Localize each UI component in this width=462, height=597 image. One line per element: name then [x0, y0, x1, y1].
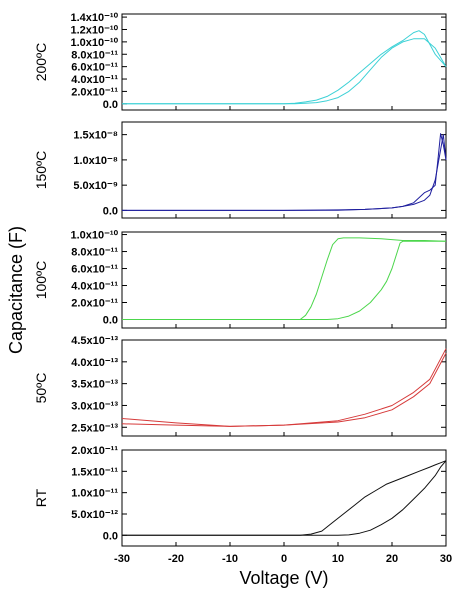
y-tick-label: 2.0x10⁻¹¹ — [71, 86, 118, 98]
plot-frame — [121, 339, 447, 437]
series-line — [122, 460, 447, 536]
y-tick-label: 6.0x10⁻¹¹ — [71, 264, 118, 276]
plot-frame — [121, 231, 447, 329]
plot-frame — [121, 449, 447, 547]
x-tick-label: 0 — [281, 553, 287, 565]
panel-label: 100ºC — [33, 261, 49, 300]
panel-label: 150ºC — [33, 151, 49, 190]
y-tick-label: 6.0x10⁻¹¹ — [71, 62, 118, 74]
series-line — [122, 38, 447, 105]
chart-panel: 0.0 5.0x10⁻⁹ 1.0x10⁻⁸ 1.5x10⁻⁸ 150ºC — [33, 121, 447, 219]
series-line — [122, 133, 447, 211]
y-tick-label: 0.0 — [103, 530, 118, 542]
series-line — [122, 460, 447, 536]
panel-label: 50ºC — [33, 373, 49, 404]
plot-frame — [121, 121, 447, 219]
chart-panel: 0.02.0x10⁻¹¹4.0x10⁻¹¹6.0x10⁻¹¹8.0x10⁻¹¹1… — [33, 12, 447, 111]
y-tick-label: 2.5x10⁻¹³ — [71, 422, 118, 434]
plot-frame — [121, 13, 447, 111]
y-tick-label: 1.0x10⁻⁸ — [73, 155, 118, 167]
chart-panel: 0.0 5.0x10⁻¹² 1.0x10⁻¹¹ 1.5x10⁻¹¹ 2.0x10⁻¹¹ -… — [33, 445, 452, 565]
y-tick-label: 4.5x10⁻¹³ — [71, 335, 118, 347]
y-tick-label: 8.0x10⁻¹¹ — [71, 49, 118, 61]
y-tick-label: 1.5x10⁻⁸ — [73, 130, 118, 142]
y-axis-title: Capacitance (F) — [6, 226, 26, 354]
y-tick-label: 1.2x10⁻¹⁰ — [70, 24, 118, 36]
series-line — [121, 348, 447, 427]
panel-label: 200ºC — [33, 43, 49, 82]
x-tick-label: -20 — [168, 553, 184, 565]
chart-panel: 0.0 2.0x10⁻¹¹ 4.0x10⁻¹¹ 6.0x10⁻¹¹ 8.0x10⁻¹¹ 1… — [33, 230, 447, 329]
y-tick-label: 2.0x10⁻¹¹ — [71, 298, 118, 310]
y-tick-label: 8.0x10⁻¹¹ — [71, 247, 118, 259]
x-tick-label: 20 — [386, 553, 398, 565]
chart-panels: 0.02.0x10⁻¹¹4.0x10⁻¹¹6.0x10⁻¹¹8.0x10⁻¹¹1… — [33, 12, 452, 565]
chart-panel: 2.5x10⁻¹³ 3.0x10⁻¹³ 3.5x10⁻¹³ 4.0x10⁻¹³ 4.5x… — [33, 335, 447, 437]
panel-label: RT — [33, 488, 49, 507]
y-tick-label: 1.5x10⁻¹¹ — [71, 466, 118, 478]
y-tick-label: 1.0x10⁻¹⁰ — [70, 37, 118, 49]
x-tick-label: 10 — [332, 553, 344, 565]
x-tick-label: -30 — [114, 553, 130, 565]
x-tick-label: 30 — [440, 553, 452, 565]
y-tick-label: 4.0x10⁻¹¹ — [71, 281, 118, 293]
y-tick-label: 5.0x10⁻⁹ — [73, 180, 118, 192]
y-tick-label: 1.0x10⁻¹⁰ — [70, 230, 118, 242]
x-axis-title: Voltage (V) — [239, 568, 328, 588]
series-line — [122, 237, 447, 320]
y-tick-label: 0.0 — [103, 205, 118, 217]
series-line — [122, 240, 446, 320]
y-tick-label: 3.0x10⁻¹³ — [71, 400, 118, 412]
series-line — [122, 30, 447, 105]
y-tick-label: 3.5x10⁻¹³ — [71, 379, 118, 391]
y-tick-label: 0.0 — [103, 315, 118, 327]
y-tick-label: 0.0 — [103, 99, 118, 111]
series-line — [121, 352, 447, 427]
y-tick-label: 5.0x10⁻¹² — [71, 509, 118, 521]
x-tick-label: -10 — [222, 553, 238, 565]
y-tick-label: 2.0x10⁻¹¹ — [71, 445, 118, 457]
y-tick-label: 1.4x10⁻¹⁰ — [70, 12, 118, 24]
y-tick-label: 4.0x10⁻¹³ — [71, 357, 118, 369]
y-tick-label: 4.0x10⁻¹¹ — [71, 74, 118, 86]
y-tick-label: 1.0x10⁻¹¹ — [71, 488, 118, 500]
series-line — [122, 134, 447, 211]
